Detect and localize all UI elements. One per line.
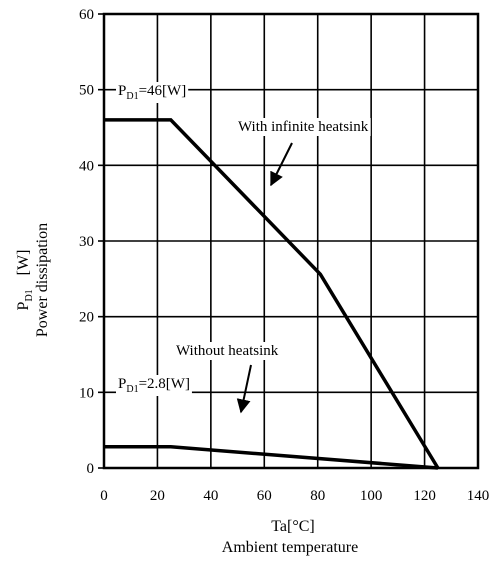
label-background <box>116 375 192 396</box>
x-tick-label: 60 <box>257 488 272 504</box>
y-tick-labels: 0 10 20 30 40 50 60 <box>79 7 94 477</box>
grid-lines <box>98 13 478 469</box>
infinite-heatsink-label: With infinite heatsink <box>238 119 369 135</box>
infinite-heatsink-arrow <box>270 142 293 187</box>
x-axis-sublabel: Ambient temperature <box>222 539 358 556</box>
x-axis-label: Ta[°C] <box>271 518 314 535</box>
x-tick-label: 20 <box>150 488 165 504</box>
y-tick-label: 10 <box>79 385 94 401</box>
x-tick-label: 0 <box>100 488 108 504</box>
y-tick-label: 60 <box>79 7 94 23</box>
series-line-infinite-heatsink <box>104 118 440 469</box>
x-tick-label: 140 <box>467 488 490 504</box>
y-axis-label: PD1[W] <box>15 250 35 311</box>
x-tick-label: 40 <box>203 488 218 504</box>
label-background <box>236 118 371 136</box>
pd1-2p8w-label: PD1=2.8[W] <box>118 376 190 395</box>
plot-frame <box>102 12 480 470</box>
label-background <box>116 82 189 103</box>
y-tick-label: 0 <box>87 461 95 477</box>
x-tick-labels: 0 20 40 60 80 100 120 140 <box>100 488 489 504</box>
y-tick-label: 30 <box>79 234 94 250</box>
without-heatsink-arrow <box>236 364 252 414</box>
label-background <box>174 342 281 360</box>
y-tick-label: 20 <box>79 310 94 326</box>
x-tick-label: 80 <box>310 488 325 504</box>
x-tick-label: 100 <box>360 488 383 504</box>
y-axis-sublabel: Power dissipation <box>34 223 51 337</box>
series-lines <box>104 118 440 470</box>
annotation-arrows <box>236 142 293 414</box>
without-heatsink-label: Without heatsink <box>176 343 279 359</box>
y-tick-label: 40 <box>79 158 94 174</box>
x-tick-label: 120 <box>413 488 436 504</box>
y-tick-label: 50 <box>79 83 94 99</box>
pd1-46w-label: PD1=46[W] <box>118 83 186 102</box>
series-line-without-heatsink <box>104 445 439 470</box>
